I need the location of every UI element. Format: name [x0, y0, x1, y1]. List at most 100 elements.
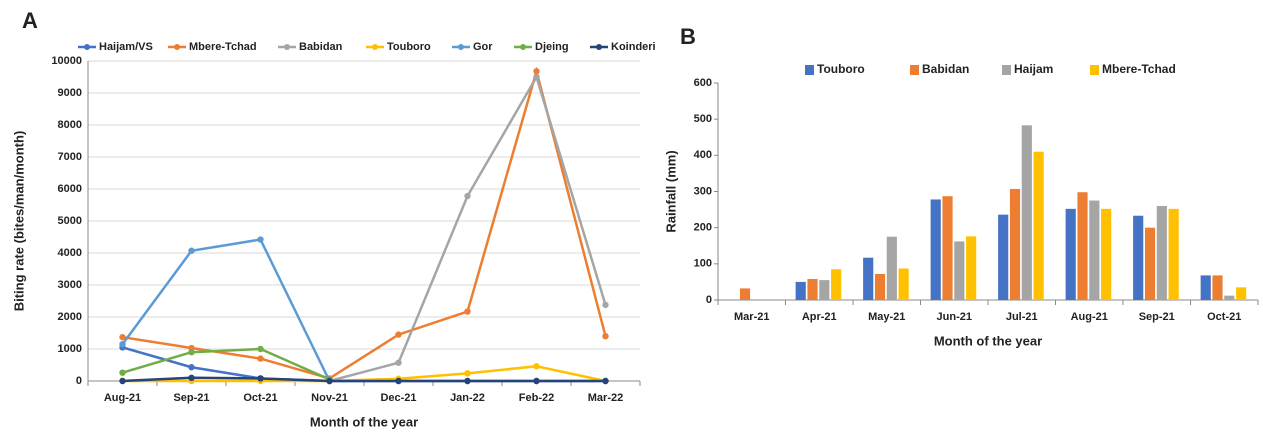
- data-point: [533, 363, 540, 370]
- x-tick-label: Jul-21: [1006, 311, 1038, 323]
- bar: [898, 268, 909, 300]
- bar: [739, 288, 751, 300]
- bar: [863, 257, 874, 300]
- bar: [1077, 192, 1088, 300]
- legend-label: Koinderi: [611, 41, 656, 53]
- bar: [966, 236, 977, 300]
- y-axis-title: Rainfall (mm): [663, 150, 678, 232]
- data-point: [464, 308, 471, 315]
- legend-swatch: [372, 44, 378, 50]
- x-axis-title: Month of the year: [934, 333, 1042, 348]
- bar: [1009, 188, 1021, 300]
- bar: [930, 199, 941, 300]
- legend-swatch: [1090, 65, 1099, 75]
- y-tick-label: 600: [694, 77, 712, 89]
- data-point: [464, 377, 471, 385]
- bar: [1224, 295, 1235, 300]
- bar: [1065, 208, 1076, 300]
- legend-label: Mbere-Tchad: [189, 41, 257, 53]
- y-tick-label: 200: [694, 222, 712, 234]
- y-tick-label: 9000: [58, 87, 82, 99]
- bar: [1156, 205, 1167, 300]
- data-point: [119, 369, 126, 376]
- legend-label: Djeing: [535, 41, 569, 53]
- legend-swatch: [174, 44, 180, 50]
- data-point: [533, 377, 540, 385]
- x-tick-label: Mar-21: [734, 311, 769, 323]
- data-point: [602, 333, 609, 340]
- y-tick-label: 3000: [58, 279, 82, 291]
- data-point: [395, 377, 402, 385]
- y-tick-label: 400: [694, 149, 712, 161]
- data-point: [257, 345, 264, 353]
- data-point: [188, 364, 195, 371]
- bar: [1144, 227, 1156, 300]
- bar: [1089, 200, 1100, 300]
- series-line: [122, 376, 606, 383]
- panel-label: A: [22, 8, 38, 33]
- bar: [807, 279, 818, 300]
- y-tick-label: 1000: [58, 343, 82, 355]
- bar: [1168, 208, 1179, 300]
- legend-label: Touboro: [817, 62, 865, 76]
- x-tick-label: May-21: [868, 311, 905, 323]
- data-point: [257, 375, 264, 382]
- data-point: [602, 377, 609, 385]
- legend-label: Gor: [473, 41, 493, 53]
- bar: [831, 269, 842, 300]
- x-tick-label: Nov-21: [311, 392, 348, 404]
- x-tick-label: Jun-21: [937, 311, 972, 323]
- legend-swatch: [84, 44, 90, 50]
- legend-swatch: [910, 65, 919, 75]
- bar: [819, 280, 830, 300]
- data-point: [188, 349, 195, 356]
- data-point: [326, 377, 333, 385]
- series-line: [121, 238, 331, 382]
- y-tick-label: 100: [694, 258, 712, 270]
- data-point: [257, 236, 264, 243]
- x-tick-label: Oct-21: [243, 392, 277, 404]
- y-axis-title: Biting rate (bites/man/month): [11, 131, 26, 312]
- y-tick-label: 6000: [58, 183, 82, 195]
- data-point: [464, 192, 471, 200]
- data-point: [188, 247, 195, 254]
- y-tick-label: 300: [694, 185, 712, 197]
- y-tick-label: 500: [694, 113, 712, 125]
- y-tick-label: 4000: [58, 247, 82, 259]
- data-point: [395, 331, 402, 338]
- data-point: [119, 341, 126, 348]
- bar: [1236, 287, 1247, 300]
- bar: [942, 196, 953, 300]
- data-point: [533, 68, 540, 75]
- x-tick-label: Sep-21: [1139, 311, 1175, 323]
- x-tick-label: Jan-22: [450, 392, 485, 404]
- legend-label: Touboro: [387, 41, 431, 53]
- data-point: [119, 377, 126, 385]
- data-point: [188, 374, 195, 381]
- y-tick-label: 5000: [58, 215, 82, 227]
- x-tick-label: Aug-21: [104, 392, 141, 404]
- bar: [954, 241, 965, 300]
- x-axis-title: Month of the year: [310, 414, 418, 429]
- bar: [1101, 208, 1112, 300]
- legend-label: Babidan: [299, 41, 343, 53]
- x-tick-label: Dec-21: [380, 392, 416, 404]
- bar: [1200, 275, 1211, 300]
- bar: [795, 281, 806, 300]
- series-line: [329, 73, 607, 383]
- legend-label: Mbere-Tchad: [1102, 62, 1176, 76]
- legend-swatch: [1002, 65, 1011, 75]
- data-point: [464, 370, 471, 377]
- bar: [998, 214, 1009, 300]
- y-tick-label: 7000: [58, 151, 82, 163]
- y-tick-label: 0: [706, 294, 712, 306]
- legend-swatch: [284, 44, 290, 50]
- legend-swatch: [805, 65, 814, 75]
- legend-label: Haijam/VS: [99, 41, 153, 53]
- data-point: [533, 73, 540, 81]
- bar: [1033, 151, 1044, 300]
- bar: [886, 236, 897, 300]
- legend-label: Haijam: [1014, 62, 1053, 76]
- bar: [874, 273, 886, 300]
